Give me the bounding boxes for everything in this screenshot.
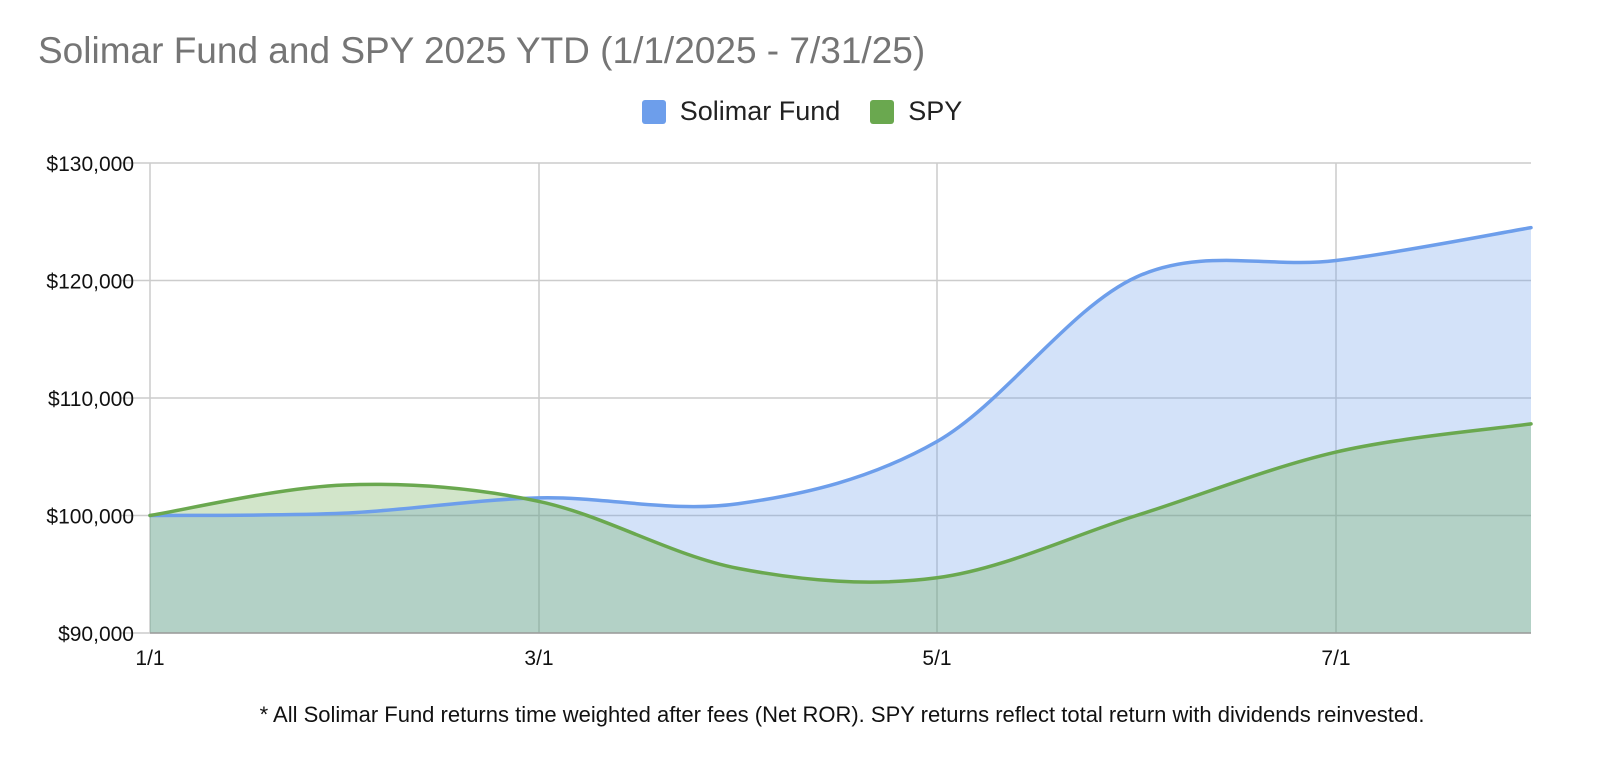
y-tick-label: $120,000 <box>46 271 134 294</box>
legend-item-solimar-fund[interactable]: Solimar Fund <box>641 96 841 127</box>
y-tick-label: $100,000 <box>46 506 134 529</box>
chart-title: Solimar Fund and SPY 2025 YTD (1/1/2025 … <box>38 30 926 71</box>
legend-swatch-spy <box>870 99 895 124</box>
area-fill-solimar-fund <box>150 227 1531 633</box>
y-tick-label: $90,000 <box>58 623 134 646</box>
series-line-solimar-fund <box>148 225 1533 518</box>
series-line-spy <box>148 422 1533 584</box>
y-tick-label: $110,000 <box>48 388 134 411</box>
y-tick-label: $130,000 <box>46 153 134 176</box>
x-tick-label: 7/1 <box>1321 647 1350 670</box>
x-tick-label: 3/1 <box>524 647 553 670</box>
area-fill-spy <box>150 423 1531 633</box>
legend-label-spy: SPY <box>908 96 963 126</box>
x-tick-label: 1/1 <box>135 647 164 670</box>
chart-footnote: * All Solimar Fund returns time weighted… <box>259 702 1425 727</box>
legend-item-spy[interactable]: SPY <box>870 96 962 127</box>
x-tick-label: 5/1 <box>922 647 951 670</box>
chart-legend: Solimar Fund SPY <box>0 96 1604 127</box>
legend-swatch-solimar-fund <box>641 99 666 124</box>
legend-label-solimar-fund: Solimar Fund <box>679 96 841 126</box>
